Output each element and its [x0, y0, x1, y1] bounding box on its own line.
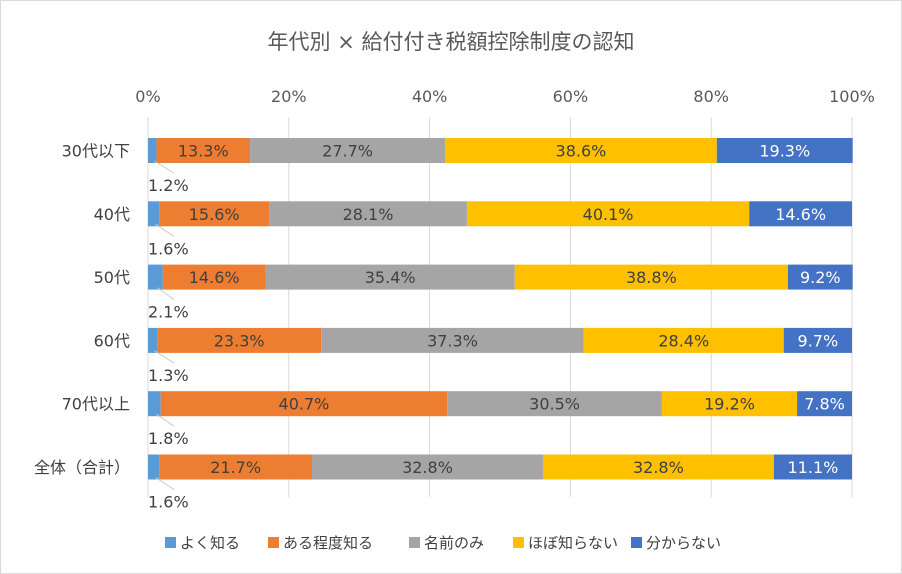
bar-segment [716, 138, 853, 163]
data-label: 19.3% [759, 142, 810, 161]
legend-label: よく知る [180, 534, 240, 552]
category-label: 60代 [94, 331, 130, 350]
bar-segment [787, 264, 853, 290]
gridlines [147, 117, 853, 497]
data-label: 21.7% [210, 458, 261, 477]
data-label: 15.6% [189, 205, 240, 224]
data-label: 40.1% [583, 205, 634, 224]
data-label: 11.1% [788, 458, 839, 477]
data-label: 28.4% [658, 331, 709, 350]
data-label: 19.2% [704, 395, 755, 414]
data-labels: 1.2%13.3% 27.7% 38.6% 19.3%1.6%15.6% 28.1% 40… [148, 142, 845, 512]
data-label: 9.7% [798, 331, 839, 350]
data-label: 1.2% [148, 176, 189, 195]
x-tick-label: 40% [412, 87, 448, 106]
bar-segment [783, 327, 852, 353]
data-label: 35.4% [365, 268, 416, 287]
legend-label: 名前のみ [424, 534, 484, 552]
data-label: 1.8% [148, 429, 189, 448]
x-tick-label: 100% [829, 87, 875, 106]
data-label: 32.8% [402, 458, 453, 477]
bar-segment [148, 264, 163, 290]
legend-swatch [409, 537, 420, 548]
legend-swatch [631, 537, 642, 548]
bar-segment [148, 201, 160, 227]
legend-swatch [513, 537, 524, 548]
leader-line [155, 477, 175, 490]
legend-swatch [268, 537, 279, 548]
data-label: 14.6% [189, 268, 240, 287]
bar-segment [447, 391, 662, 417]
leader-line [157, 287, 175, 301]
data-label: 1.6% [148, 493, 189, 512]
bar-segment [321, 327, 584, 353]
leader-line [156, 413, 175, 427]
data-label: 38.6% [556, 142, 607, 161]
legend-label: ほぼ知らない [528, 534, 618, 552]
data-label: 40.7% [279, 395, 330, 414]
bar-segment [162, 264, 266, 290]
bar-segment [160, 391, 448, 417]
bar-segment [773, 454, 852, 480]
data-label: 7.8% [804, 395, 845, 414]
x-tick-label: 80% [693, 87, 729, 106]
bar-segment [445, 138, 717, 163]
data-label: 2.1% [148, 303, 189, 322]
bar-segment [250, 138, 446, 163]
category-label: 40代 [94, 205, 130, 224]
data-label: 38.8% [626, 268, 677, 287]
bar-segment [661, 391, 798, 417]
leader-lines [153, 160, 175, 490]
leader-line [154, 350, 175, 364]
data-label: 30.5% [529, 395, 580, 414]
data-label: 14.6% [775, 205, 826, 224]
category-label: 50代 [94, 268, 130, 287]
data-label: 32.8% [633, 458, 684, 477]
bar-segment [148, 391, 161, 417]
legend-label: ある程度知る [283, 534, 373, 552]
category-label: 全体（合計） [34, 458, 130, 477]
bar-segment [157, 327, 322, 353]
category-label: 30代以下 [62, 142, 130, 161]
bar-segment [514, 264, 788, 290]
data-label: 9.2% [800, 268, 841, 287]
x-tick-label: 60% [553, 87, 589, 106]
bar-segment [269, 201, 467, 227]
bar-segment [466, 201, 750, 227]
x-tick-label: 20% [271, 87, 307, 106]
data-label: 13.3% [178, 142, 229, 161]
data-label: 27.7% [322, 142, 373, 161]
x-axis-ticks: 0% 20% 40% 60% 80% 100% [135, 87, 875, 106]
bar-segment [159, 201, 270, 227]
legend: よく知る ある程度知る 名前のみ ほぼ知らない 分からない [165, 534, 721, 552]
bar-segment [749, 201, 852, 227]
bar-segment [148, 454, 160, 480]
data-label: 37.3% [427, 331, 478, 350]
legend-swatch [165, 537, 176, 548]
leader-line [155, 223, 175, 237]
category-label: 70代以上 [62, 395, 130, 414]
data-label: 23.3% [214, 331, 265, 350]
data-label: 1.3% [148, 366, 189, 385]
chart-title: 年代別 × 給付付き税額控除制度の認知 [268, 30, 635, 54]
bar-segment [583, 327, 784, 353]
data-label: 28.1% [343, 205, 394, 224]
bar-segment [542, 454, 774, 480]
bar-segment [312, 454, 543, 480]
leader-line [153, 160, 175, 174]
legend-label: 分からない [646, 534, 721, 552]
bar-segment [156, 138, 251, 163]
bar-segment [797, 391, 852, 417]
x-tick-label: 0% [135, 87, 160, 106]
data-label: 1.6% [148, 239, 189, 258]
bar-segment [159, 454, 313, 480]
bars [148, 138, 853, 480]
bar-segment [148, 138, 157, 163]
bar-segment [265, 264, 515, 290]
bar-segment [148, 327, 158, 353]
